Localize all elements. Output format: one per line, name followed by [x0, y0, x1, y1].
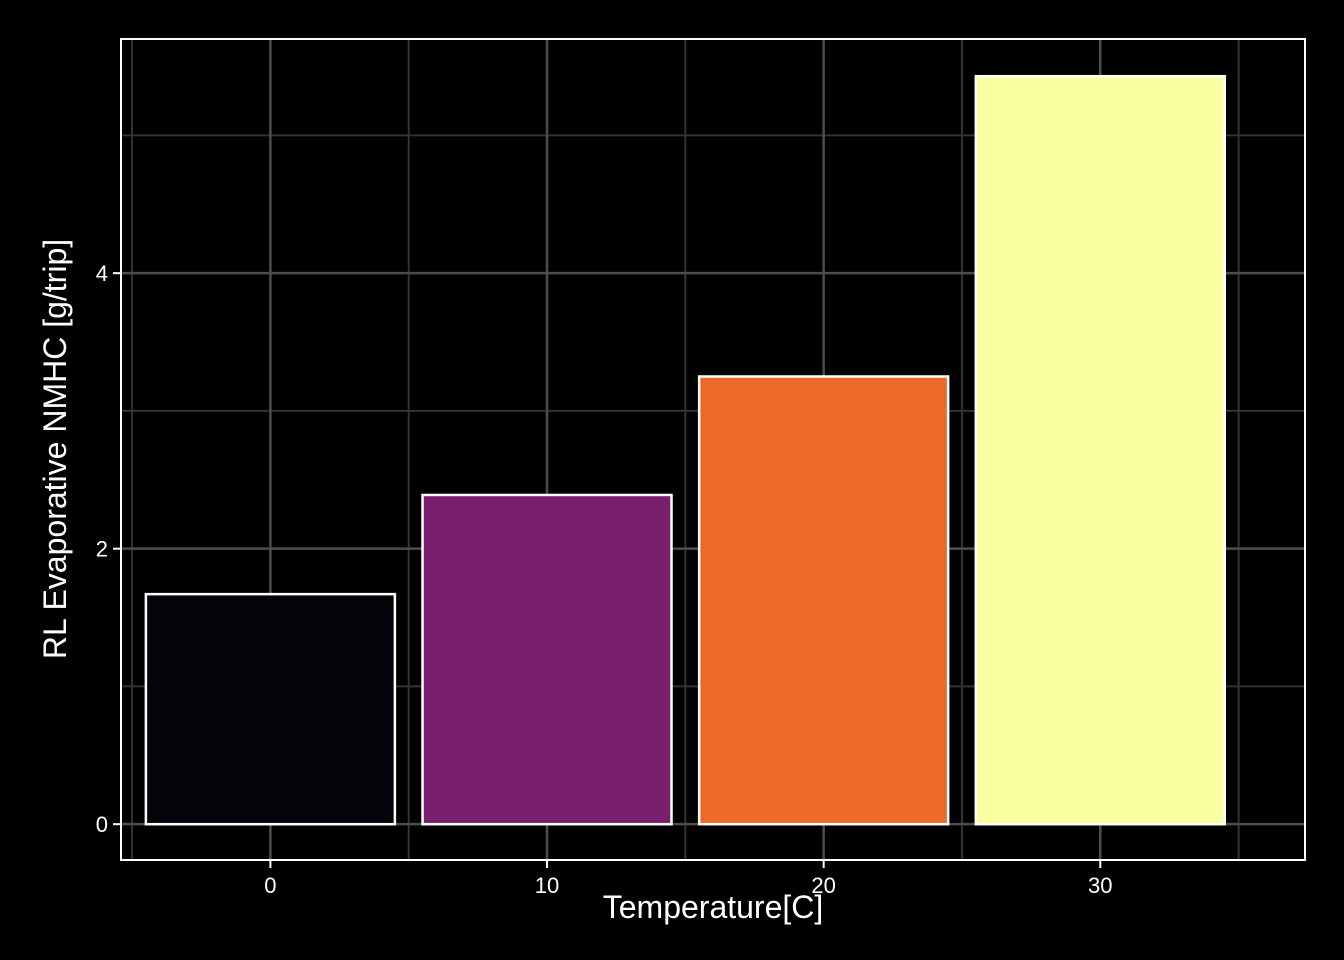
x-axis-title: Temperature[C]	[603, 889, 824, 925]
y-axis-title: RL Evaporative NMHC [g/trip]	[37, 239, 73, 659]
bars	[144, 74, 1227, 826]
bar-10	[421, 493, 673, 826]
x-tick-label: 10	[535, 873, 559, 898]
x-tick-label: 20	[811, 873, 835, 898]
x-tick-label: 0	[264, 873, 276, 898]
x-tick-label: 30	[1088, 873, 1112, 898]
y-tick-label: 2	[96, 537, 108, 562]
bar-0	[144, 592, 397, 826]
y-tick-label: 4	[96, 261, 108, 286]
bar-20	[697, 375, 950, 826]
panel-border	[120, 38, 1306, 861]
axis-ticks: 0 10 20 30 0 2 4	[96, 261, 1113, 898]
bar-30	[974, 74, 1227, 826]
y-tick-label: 0	[96, 812, 108, 837]
